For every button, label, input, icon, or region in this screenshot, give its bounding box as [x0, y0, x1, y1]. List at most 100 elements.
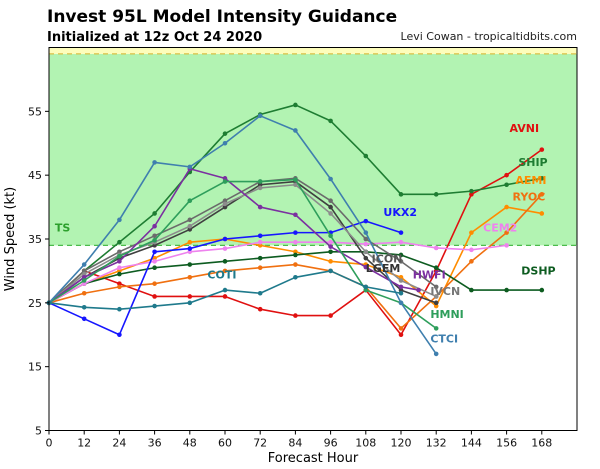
series-ukx2-marker [81, 316, 87, 322]
series-ryoc-marker [539, 192, 545, 197]
series-aemi-marker [433, 303, 439, 309]
series-coti-marker [187, 300, 193, 306]
series-ivcn-marker [293, 182, 298, 188]
series-avni-marker [398, 332, 404, 338]
model-label-aemi: AEMI [515, 174, 546, 187]
model-label-hmni: HMNI [430, 308, 463, 321]
series-ryoc-marker [152, 281, 157, 286]
series-cem2-marker [293, 239, 298, 245]
series-hmni-line [48, 178, 437, 330]
series-ukx2-marker [398, 230, 404, 235]
series-lgem-marker [152, 243, 157, 248]
series-lgem-marker [257, 182, 263, 188]
x-tick-label: 48 [183, 437, 197, 450]
series-ctci-marker [222, 140, 228, 146]
series-aemi-marker [328, 259, 333, 264]
model-label-ukx2: UKX2 [383, 206, 417, 219]
series-coti-marker [222, 287, 228, 293]
series-ivcn-marker [81, 271, 87, 277]
series-icon-marker [152, 233, 157, 239]
series-cem2-marker [257, 239, 263, 245]
series-hmni-marker [363, 287, 369, 293]
x-tick-label: 144 [461, 437, 482, 450]
series-cem2-marker [222, 246, 228, 251]
chart-credit: Levi Cowan - tropicaltidbits.com [401, 30, 577, 43]
series-dshp-marker [433, 265, 439, 271]
series-ukx2-marker [293, 230, 298, 235]
series-icon-marker [433, 284, 439, 290]
x-tick-label: 120 [391, 437, 412, 450]
series-coti-marker [328, 268, 333, 274]
series-aemi-marker [257, 243, 263, 248]
series-cem2-marker [187, 249, 193, 255]
series-coti-marker [293, 275, 298, 280]
series-icon-marker [222, 198, 228, 203]
x-tick-label: 156 [496, 437, 517, 450]
series-ivcn-marker [187, 223, 193, 229]
series-hmni-marker [293, 177, 298, 182]
x-tick-label: 12 [77, 437, 91, 450]
model-label-lgem: LGEM [366, 262, 401, 275]
series-ryoc-marker [504, 230, 509, 235]
series-lgem-marker [433, 300, 439, 306]
series-ivcn-line [48, 183, 437, 304]
series-coti-marker [117, 306, 122, 312]
series-cem2-line [48, 241, 507, 304]
series-dshp-marker [293, 252, 298, 258]
series-aemi-marker [539, 211, 545, 216]
series-hwfi-marker [398, 284, 404, 290]
series-cem2-marker [398, 239, 404, 245]
series-hmni-marker [433, 326, 439, 331]
y-tick-label: 15 [28, 361, 42, 374]
series-cem2-marker [433, 245, 439, 251]
x-tick-label: 60 [218, 437, 232, 450]
series-ship-marker [328, 118, 333, 124]
series-coti-marker [363, 284, 369, 290]
series-hwfi-line [48, 167, 419, 304]
series-ship-marker [222, 131, 228, 136]
series-lgem-marker [328, 204, 333, 210]
series-ivcn-marker [222, 201, 228, 207]
series-ctci-marker [328, 176, 333, 182]
series-coti-marker [257, 290, 263, 296]
series-aemi-marker [293, 249, 298, 255]
series-hwfi-marker [293, 212, 298, 218]
series-ryoc-marker [469, 259, 474, 264]
x-tick-label: 0 [46, 437, 53, 450]
series-cem2-marker [328, 239, 333, 245]
y-axis-label: Wind Speed (kt) [3, 187, 18, 291]
series-ship-marker [117, 239, 122, 245]
series-ukx2-marker [222, 236, 228, 242]
series-ukx2-marker [363, 218, 369, 224]
model-label-icon: ICON [372, 253, 403, 266]
series-avni-marker [257, 306, 263, 312]
series-ryoc-marker [187, 275, 193, 280]
series-avni-marker [469, 192, 474, 197]
series-coti-marker [152, 303, 157, 309]
series-ryoc-marker [398, 326, 404, 331]
series-aemi-marker [152, 255, 157, 261]
series-dshp-marker [504, 287, 509, 293]
series-ctci-marker [363, 230, 369, 235]
series-ryoc-marker [293, 262, 298, 267]
model-label-hwfi: HWFI [413, 269, 446, 282]
tropical-storm-band [49, 53, 577, 246]
series-cem2-marker [504, 243, 509, 248]
series-ship-marker [398, 192, 404, 197]
model-label-ryoc: RYOC [512, 191, 545, 204]
y-tick-label: 55 [28, 105, 42, 118]
series-ship-marker [433, 192, 439, 197]
series-aemi-marker [117, 268, 122, 274]
series-hwfi-marker [363, 264, 369, 270]
model-label-dshp: DSHP [521, 265, 555, 278]
series-hwfi-marker [222, 176, 228, 181]
series-ship-marker [363, 153, 369, 159]
series-ryoc-marker [222, 268, 228, 274]
model-label-coti: COTI [207, 269, 236, 282]
series-hmni-marker [81, 278, 87, 283]
series-icon-marker [81, 268, 87, 274]
series-ctci-marker [117, 217, 122, 223]
series-ryoc-marker [257, 265, 263, 271]
